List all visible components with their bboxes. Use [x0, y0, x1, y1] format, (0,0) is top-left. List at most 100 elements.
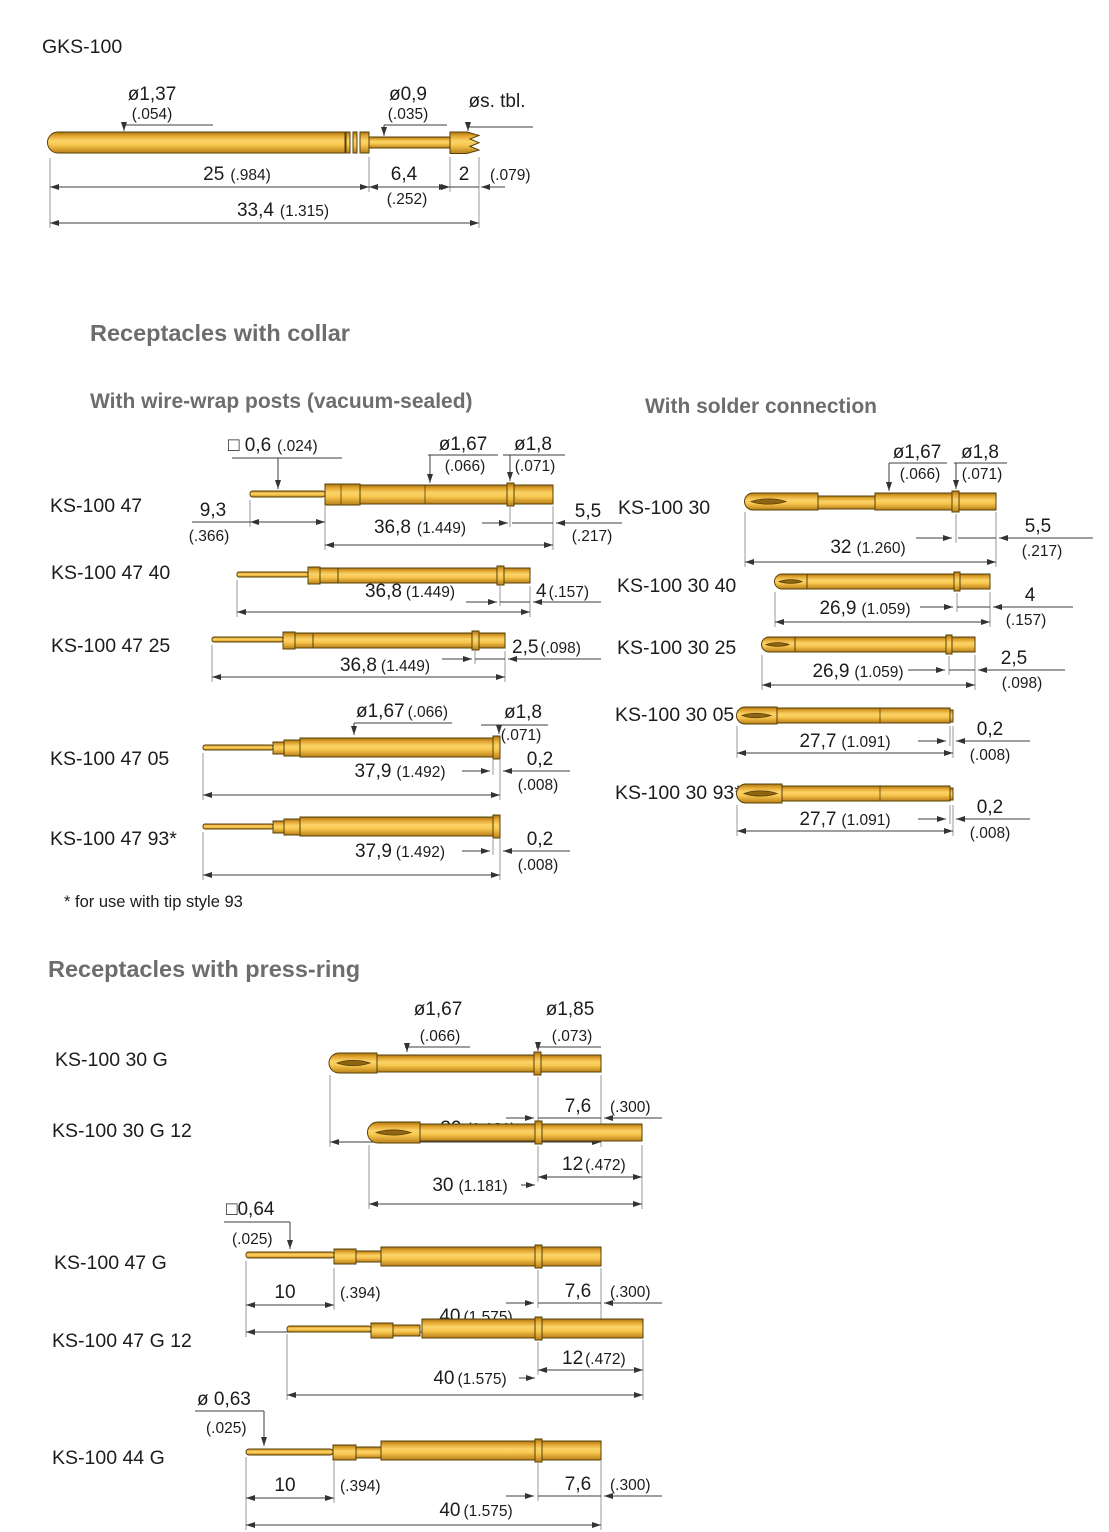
dimensions: 26,9 (1.059) 4 (.157) [774, 585, 1073, 629]
post-size-inch-label: (.025) [232, 1231, 273, 1248]
dia1-label: ø1,67 [893, 442, 942, 463]
tail-length-inch-label: (.217) [1022, 543, 1063, 560]
dia-barrel-label: ø1,37 [128, 84, 177, 105]
post-length-inch-label: (.366) [189, 528, 230, 545]
post-size-label: □0,64 [226, 1199, 275, 1220]
row-ks-100-47-40: KS-100 47 40 36,8 (1.449) 4 (.157) [51, 562, 601, 617]
dia2-inch-label: (.071) [515, 458, 556, 475]
body-length-label: 37,9 (1.492) [355, 841, 445, 862]
post-length-label: 9,3 [200, 500, 226, 521]
dimensions: 27,7 (1.091) 0,2 (.008) [736, 719, 1030, 764]
dimensions: ø1,67 (.066) ø1,8 (.071) 32 (1.260) 5,5 (… [744, 442, 1093, 567]
section-title-solder: With solder connection [645, 395, 877, 418]
probe-drawing [211, 630, 506, 651]
dimensions: □0,64 (.025) 10 (.394) 7,6 (.300) 40 (1.5… [224, 1199, 662, 1337]
body-length-label: 37,9 (1.492) [354, 761, 445, 782]
section-title-receptacles-with-collar: Receptacles with collar [90, 320, 350, 346]
tail-length-inch-label: (.157) [1006, 612, 1047, 629]
probe-drawing [286, 1316, 644, 1341]
row-ks-100-30-g: KS-100 30 G ø1,67 (.066) ø1,85 (.073) 7,… [55, 999, 662, 1147]
tail-length-inch-label: (.008) [518, 857, 559, 874]
dimensions: 37,9 (1.492) 0,2 (.008) [202, 829, 570, 880]
probe-drawing [245, 1244, 602, 1269]
probe-drawing [367, 1120, 643, 1145]
post-length-inch-label: (.394) [340, 1478, 381, 1495]
body-length-label: 26,9 (1.059) [812, 661, 903, 682]
row-label: KS-100 47 05 [50, 748, 169, 770]
row-ks-100-47: KS-100 47 □ 0,6 (.024) ø1,67 (.066) ø1,8 … [50, 434, 622, 550]
row-ks-100-47-g-12: KS-100 47 G 12 12 (.472) 40 (1.575) [52, 1316, 644, 1400]
probe-drawing [245, 1438, 602, 1463]
post-length-label: 10 [274, 1282, 295, 1303]
dia-tip-label: øs. tbl. [468, 91, 525, 112]
tail-length-label: 0,2 [527, 749, 553, 770]
probe-drawing [202, 814, 501, 839]
dimensions: ø1,67 (.066) ø1,8 (.071) 37,9 (1.492) 0,2 … [202, 701, 570, 800]
dia1-inch-label: (.066) [420, 1028, 461, 1045]
len-plunger-label: 6,4 [391, 164, 418, 185]
body-length-label: 27,7 (1.091) [799, 731, 890, 752]
row-ks-100-47-05: KS-100 47 05 ø1,67 (.066) ø1,8 (.071) 37,… [50, 701, 570, 800]
dimensions: 36,8 (1.449) 4 (.157) [236, 580, 601, 617]
tail-length-inch-label: (.300) [610, 1284, 651, 1301]
dia2-inch-label: (.073) [552, 1028, 593, 1045]
row-label: KS-100 30 G [55, 1049, 168, 1071]
tail-length-label: 5,5 [575, 501, 601, 522]
body-length-label: 26,9 (1.059) [819, 598, 910, 619]
row-ks-100-47-25: KS-100 47 25 36,8 (1.449) 2,5 (.098) [51, 630, 601, 682]
tail-length-label: 5,5 [1025, 516, 1051, 537]
post-length-label: 10 [274, 1475, 295, 1496]
tail-length-label: 0,2 [977, 719, 1003, 740]
tail-length-inch-label: (.008) [970, 825, 1011, 842]
row-label: KS-100 47 G [54, 1252, 167, 1274]
row-label: KS-100 47 25 [51, 635, 170, 657]
tail-length-inch-label: (.300) [610, 1099, 651, 1116]
row-ks-100-30-g-12: KS-100 30 G 12 12 (.472) 30 (1.181) [52, 1120, 643, 1209]
page-title: GKS-100 [42, 36, 122, 58]
tail-length-inch-label: (.008) [970, 747, 1011, 764]
row-ks-100-30: KS-100 30 ø1,67 (.066) ø1,8 (.071) 32 (1.… [618, 442, 1093, 567]
crown-tip [449, 131, 481, 154]
body-length-label: 30(1.181) [432, 1175, 507, 1196]
section-title-wire-wrap: With wire-wrap posts (vacuum-sealed) [90, 390, 473, 413]
body-length-label: 40 (1.575) [433, 1368, 506, 1389]
body-length-label: 36,8 (1.449) [340, 655, 430, 676]
probe-drawing [761, 634, 976, 655]
row-ks-100-44-g: KS-100 44 G ø 0,63 (.025) 10 (.394) 7,6 … [52, 1389, 662, 1530]
probe-drawing [202, 735, 501, 760]
dia1-label: ø1,67 [414, 999, 463, 1020]
post-size-label: ø 0,63 [197, 1389, 251, 1410]
dimensions: 36,8 (1.449) 2,5 (.098) [211, 637, 601, 682]
dia2-label: ø1,8 [961, 442, 999, 463]
len-total-label: 33,4 (1.315) [237, 200, 329, 221]
body-length-label: 27,7 (1.091) [799, 809, 890, 830]
probe-drawing [736, 783, 954, 804]
dia2-inch-label: (.071) [962, 466, 1003, 483]
dimensions: 26,9 (1.059) 2,5 (.098) [761, 648, 1065, 692]
dia1-label: ø1,67 [439, 434, 488, 455]
row-label: KS-100 30 [618, 497, 710, 519]
dia2-label: ø1,8 [504, 702, 542, 723]
row-label: KS-100 30 05 [615, 704, 734, 726]
row-ks-100-47-g: KS-100 47 G □0,64 (.025) 10 (.394) 7,6 (… [54, 1199, 662, 1337]
dia-plunger-inch-label: (.035) [388, 106, 429, 123]
tail-length-inch-label: (.098) [1002, 675, 1043, 692]
dimensions: 12 (.472) 40 (1.575) [286, 1334, 644, 1400]
dia1-inch-label: (.066) [445, 458, 486, 475]
probe-drawing [736, 706, 954, 725]
len-plunger-inch-label: (.252) [387, 191, 428, 208]
tail-length-label: 7,6 [565, 1281, 591, 1302]
len-barrel-label: 25 (.984) [203, 164, 271, 185]
tail-length-label: 0,2 [977, 797, 1003, 818]
footnote: * for use with tip style 93 [64, 893, 243, 911]
row-ks-100-30-25: KS-100 30 25 26,9 (1.059) 2,5 (.098) [617, 634, 1065, 692]
tail-length-label: 12 (.472) [562, 1348, 626, 1369]
body-length-label: 32 (1.260) [830, 537, 905, 558]
tail-length-label: 2,5 [1001, 648, 1027, 669]
dimensions: 12 (.472) 30 (1.181) [368, 1145, 643, 1209]
tail-length-label: 7,6 [565, 1096, 591, 1117]
probe-drawing [236, 565, 531, 586]
len-tip-inch-label: (.079) [490, 167, 531, 184]
row-label: KS-100 30 93* [615, 782, 742, 804]
row-ks-100-30-05: KS-100 30 05 27,7 (1.091) 0,2 (.008) [615, 704, 1030, 764]
